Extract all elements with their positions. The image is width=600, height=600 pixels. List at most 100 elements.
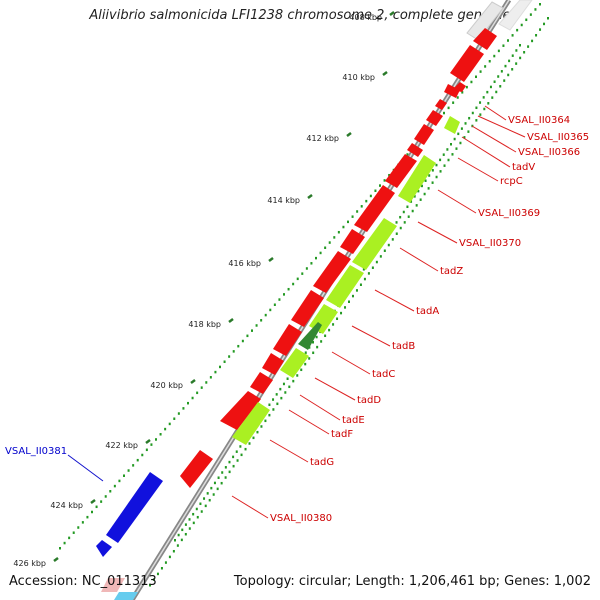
- tick-label: 408 kbp: [349, 13, 382, 22]
- track-dot: [419, 198, 422, 201]
- track-dot: [168, 422, 171, 426]
- track-dot: [217, 476, 220, 479]
- track-dot: [539, 28, 542, 31]
- track-dot: [413, 195, 416, 198]
- gene-label: tadC: [372, 369, 395, 380]
- track-dot: [337, 230, 340, 234]
- track-dot: [493, 80, 496, 83]
- track-dot: [475, 119, 478, 122]
- track-dot: [312, 351, 315, 355]
- coordinate-ticks: 408 kbp 410 kbp 412 kbp 414 kbp 416 kbp 418 k…: [13, 11, 395, 568]
- track-dot: [333, 236, 336, 239]
- gene-label: tadV: [512, 162, 535, 173]
- track-dot: [296, 277, 299, 281]
- track-dot: [315, 256, 317, 260]
- track-dot: [410, 200, 413, 203]
- track-dot: [383, 179, 386, 182]
- track-dot: [369, 194, 372, 198]
- track-dot: [181, 528, 184, 532]
- track-dot: [304, 351, 307, 354]
- inner-genes: [96, 82, 466, 557]
- track-dot: [95, 505, 98, 509]
- track-dot: [199, 502, 202, 506]
- gene-arrow: [106, 472, 163, 543]
- track-dot: [77, 526, 80, 529]
- track-dot: [109, 490, 112, 493]
- track-dot: [132, 464, 135, 467]
- track-dot: [319, 251, 322, 255]
- track-dot: [173, 417, 176, 420]
- track-dot: [504, 64, 507, 68]
- track-dot: [252, 436, 255, 440]
- track-dot: [431, 181, 434, 184]
- track-dot: [360, 205, 363, 208]
- gene-arrow: [291, 290, 324, 327]
- track-dot: [192, 521, 195, 525]
- track-dot: [406, 153, 409, 156]
- track-dot: [447, 158, 450, 162]
- track-dot: [519, 44, 521, 47]
- track-dot: [531, 39, 534, 43]
- track-dot: [160, 566, 163, 570]
- label-leader: [288, 409, 330, 435]
- track-dot: [172, 549, 175, 553]
- track-dot: [461, 91, 464, 94]
- track-dot: [351, 294, 354, 298]
- track-dot: [406, 205, 409, 209]
- track-dot: [123, 474, 125, 477]
- track-dot: [278, 298, 281, 301]
- track-dot: [206, 492, 209, 495]
- track-dot: [301, 272, 304, 275]
- tick-label: 426 kbp: [13, 559, 46, 568]
- track-dot: [232, 350, 235, 353]
- track-dot: [320, 340, 323, 343]
- track-dot: [488, 59, 491, 63]
- label-leader: [461, 136, 511, 168]
- track-dot: [507, 73, 510, 77]
- track-dot: [310, 262, 313, 265]
- track-dot: [471, 111, 474, 115]
- track-dot: [417, 189, 420, 193]
- track-dot: [435, 163, 438, 167]
- tick-mark: [145, 439, 151, 444]
- track-dot: [499, 85, 502, 88]
- track-dot: [342, 225, 345, 229]
- track-dot: [457, 132, 460, 136]
- track-dot: [237, 344, 240, 348]
- track-dot: [365, 199, 368, 203]
- gene-arrow: [250, 372, 273, 394]
- track-dot: [239, 445, 242, 448]
- track-dot: [177, 412, 180, 415]
- track-dot: [177, 533, 180, 537]
- track-dot: [209, 376, 212, 379]
- label-leader: [299, 394, 341, 421]
- track-dot: [240, 453, 243, 457]
- gene-arrow: [473, 28, 497, 50]
- track-dot: [383, 249, 386, 252]
- track-dot: [463, 136, 466, 139]
- gene-arrow: [220, 391, 261, 430]
- tick-label: 416 kbp: [228, 259, 261, 268]
- track-dot: [269, 308, 272, 312]
- track-dot: [491, 96, 494, 99]
- track-dot: [511, 68, 514, 71]
- track-dot: [387, 243, 390, 247]
- gene-label: tadB: [392, 341, 415, 352]
- track-dot: [176, 544, 179, 547]
- track-dot: [379, 184, 381, 187]
- tick-mark: [389, 11, 395, 16]
- track-dot: [452, 101, 455, 104]
- track-dot: [328, 328, 331, 332]
- track-dot: [336, 317, 339, 321]
- gene-arrow: [354, 185, 395, 232]
- track-dot: [475, 75, 477, 79]
- track-dot: [456, 96, 459, 99]
- gene-arrow: [262, 353, 284, 375]
- track-dot: [208, 498, 211, 502]
- track-dot: [482, 96, 485, 99]
- track-dot: [273, 303, 276, 306]
- track-dot: [86, 515, 89, 519]
- track-dot: [210, 486, 213, 490]
- gene-arrow: [326, 265, 364, 308]
- track-dot: [191, 396, 194, 400]
